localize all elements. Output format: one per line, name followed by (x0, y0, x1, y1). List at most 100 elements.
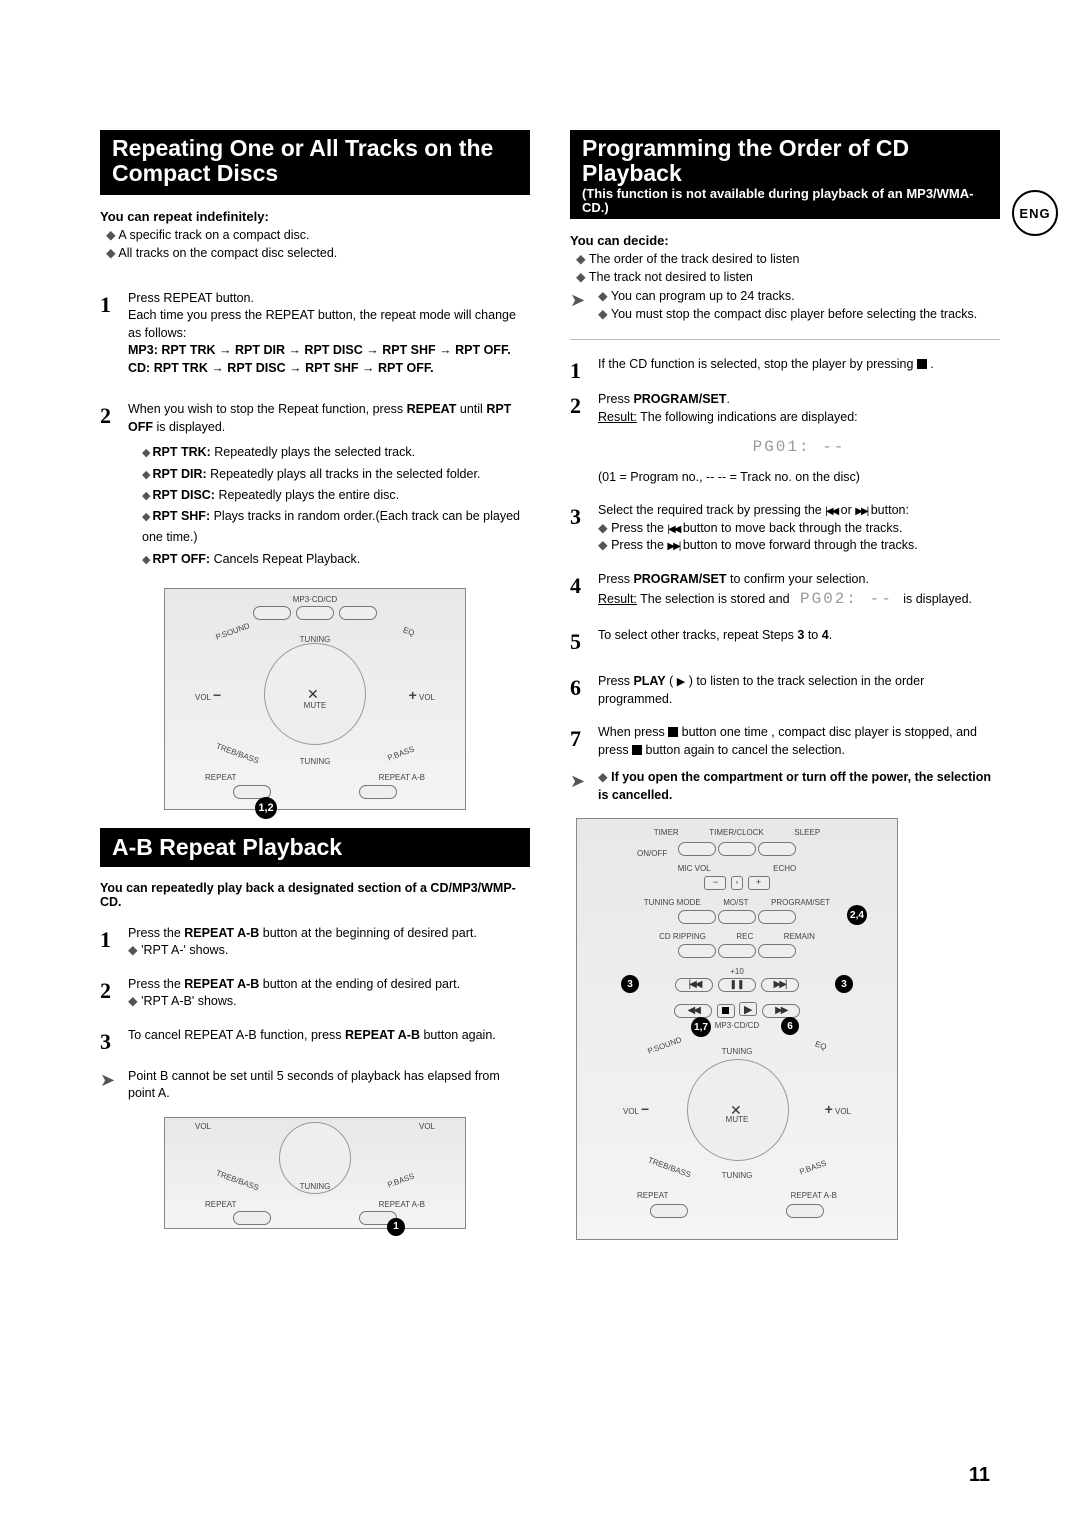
ab-note: ➤ Point B cannot be set until 5 seconds … (100, 1068, 530, 1103)
callout-badge: 1 (387, 1218, 405, 1236)
remote-button (718, 944, 756, 958)
skip-next-icon (774, 979, 786, 989)
step-text: The following indications are displayed: (637, 410, 858, 424)
note-text: Point B cannot be set until 5 seconds of… (128, 1068, 530, 1103)
inline-bold: REPEAT A-B (184, 926, 259, 940)
step-number: 5 (570, 627, 598, 658)
remote-diagram-3: TIMER TIMER/CLOCK SLEEP ON/OFF MIC VOL E… (576, 818, 898, 1240)
remote-button (253, 606, 291, 620)
mode-val: Repeatedly plays all tracks in the selec… (207, 467, 481, 481)
remote-button (717, 1004, 735, 1018)
remote-button (359, 785, 397, 799)
ab-intro: You can repeatedly play back a designate… (100, 881, 530, 909)
inline-bold: PROGRAM/SET (633, 392, 726, 406)
step-text: Press (598, 392, 633, 406)
forward-icon (775, 1005, 786, 1015)
remote-button (758, 910, 796, 924)
repeat-intro-bullets: A specific track on a compact disc. All … (100, 226, 530, 262)
play-icon (677, 674, 685, 688)
prog-step-4: 4 Press PROGRAM/SET to confirm your sele… (570, 571, 1000, 611)
mode-seq: RPT TRK → RPT DISC → RPT SHF → RPT OFF. (154, 361, 434, 375)
repeat-intro-bullet: A specific track on a compact disc. (106, 226, 530, 244)
final-note: ➤ If you open the compartment or turn of… (570, 769, 1000, 804)
step-number: 2 (100, 401, 128, 570)
section-header-ab: A-B Repeat Playback (100, 828, 530, 867)
remote-label: REPEAT (205, 1200, 236, 1209)
remote-button (296, 606, 334, 620)
step-text: When press (598, 725, 668, 739)
step-text: until (456, 402, 486, 416)
decide-heading: You can decide: (570, 233, 1000, 248)
remote-label: MUTE (304, 701, 327, 710)
note-text: If you open the compartment or turn off … (598, 770, 991, 802)
rewind-icon (688, 1005, 699, 1015)
ab-step-2: 2 Press the REPEAT A-B button at the end… (100, 976, 530, 1011)
repeat-intro-bullet: All tracks on the compact disc selected. (106, 244, 530, 262)
step-text: The selection is stored and (637, 592, 793, 606)
remote-label: REC (736, 932, 753, 941)
remote-label: REPEAT A-B (791, 1191, 837, 1200)
prog-step-7: 7 When press button one time , compact d… (570, 724, 1000, 759)
repeat-intro-heading: You can repeat indefinitely: (100, 209, 530, 224)
step-text: To cancel REPEAT A-B function, press (128, 1028, 345, 1042)
step-text: To select other tracks, repeat Steps (598, 628, 797, 642)
step-text: Select the required track by pressing th… (598, 503, 825, 517)
note-arrow-icon: ➤ (570, 288, 598, 323)
remote-button (758, 944, 796, 958)
remote-button (786, 1204, 824, 1218)
step-text: button at the beginning of desired part. (259, 926, 477, 940)
remote-label: TUNING MODE (644, 898, 701, 907)
step-text: (01 = Program no., -- -- = Track no. on … (598, 470, 860, 484)
remote-button (761, 978, 799, 992)
remote-label: ON/OFF (637, 849, 667, 858)
language-badge: ENG (1012, 190, 1058, 236)
skip-prev-icon (667, 521, 679, 535)
section-header-program: Programming the Order of CD Playback (Th… (570, 130, 1000, 219)
remote-button (762, 1004, 800, 1018)
program-note: ➤ You can program up to 24 tracks. You m… (570, 288, 1000, 323)
mode-label: CD: (128, 361, 150, 375)
step-sub: Press the button to move forward through… (598, 538, 918, 552)
section-header-repeat: Repeating One or All Tracks on the Compa… (100, 130, 530, 195)
result-label: Result: (598, 410, 637, 424)
prog-step-3: 3 Select the required track by pressing … (570, 502, 1000, 555)
step-text: Press REPEAT button. (128, 291, 254, 305)
step-sub: Press the button to move back through th… (598, 521, 902, 535)
mode-val: Repeatedly plays the entire disc. (215, 488, 399, 502)
right-column: Programming the Order of CD Playback (Th… (570, 130, 1000, 1240)
remote-label: MP3·CD/CD (165, 595, 465, 604)
step-number: 3 (570, 502, 598, 555)
display-segment: PG02: -- (800, 590, 893, 608)
step-text: button: (867, 503, 909, 517)
remote-label: PROGRAM/SET (771, 898, 830, 907)
stop-icon (632, 745, 642, 755)
decide-bullets: The order of the track desired to listen… (570, 250, 1000, 286)
remote-button (758, 842, 796, 856)
remote-button (739, 1002, 757, 1016)
step-text: is displayed. (900, 592, 972, 606)
mode-key: RPT SHF: (152, 509, 210, 523)
step-text: or (837, 503, 855, 517)
step-number: 2 (570, 391, 598, 486)
inline-bold: REPEAT A-B (184, 977, 259, 991)
remote-label: REPEAT (637, 1191, 668, 1200)
remote-label: TUNING (300, 1182, 331, 1191)
mode-seq: RPT TRK → RPT DIR → RPT DISC → RPT SHF →… (161, 343, 510, 357)
remote-button: + (748, 876, 770, 890)
remote-button (650, 1204, 688, 1218)
step-text: . (727, 392, 730, 406)
prog-step-5: 5 To select other tracks, repeat Steps 3… (570, 627, 1000, 658)
remote-button (678, 944, 716, 958)
prog-step-6: 6 Press PLAY ( ) to listen to the track … (570, 673, 1000, 708)
remote-label: TIMER/CLOCK (709, 828, 764, 837)
step-number: 2 (100, 976, 128, 1011)
step-text: button at the ending of desired part. (259, 977, 460, 991)
remote-button: ◦ (731, 876, 743, 890)
repeat-step-2: 2 When you wish to stop the Repeat funct… (100, 401, 530, 570)
remote-label: TUNING (577, 1047, 897, 1056)
remote-button (718, 842, 756, 856)
mode-label: MP3: (128, 343, 158, 357)
step-number: 3 (100, 1027, 128, 1058)
remote-button (678, 842, 716, 856)
ab-step-1: 1 Press the REPEAT A-B button at the beg… (100, 925, 530, 960)
